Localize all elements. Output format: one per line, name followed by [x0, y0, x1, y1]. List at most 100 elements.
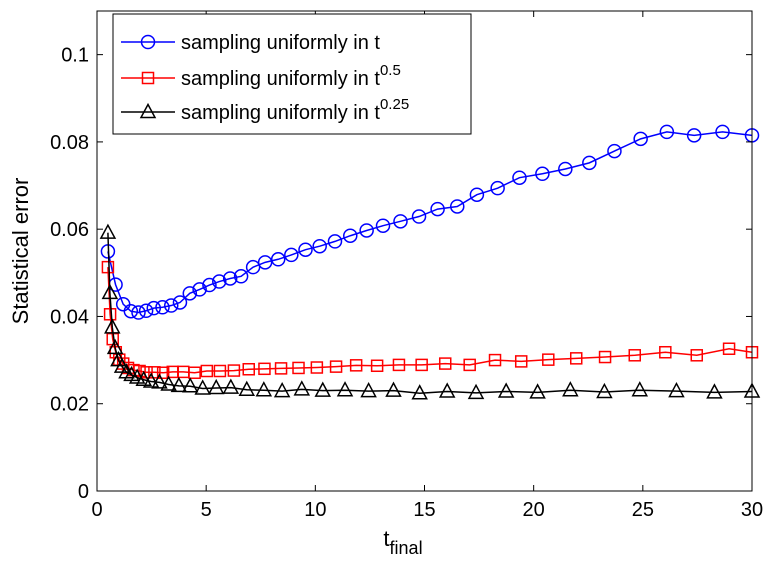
- data-point: [207, 378, 225, 395]
- series-layer: [99, 124, 761, 400]
- legend: sampling uniformly in t sampling uniforml…: [112, 13, 472, 135]
- data-point: [463, 358, 476, 372]
- data-point: [411, 384, 428, 400]
- series-triangle: [99, 223, 761, 400]
- data-point: [633, 131, 648, 147]
- data-point: [327, 234, 343, 249]
- data-point: [659, 124, 675, 140]
- data-point: [222, 271, 238, 286]
- data-point: [343, 228, 358, 243]
- y-tick-label: 0: [78, 481, 89, 503]
- data-point: [349, 359, 363, 372]
- data-point: [182, 286, 198, 301]
- data-point: [101, 260, 115, 274]
- data-point: [360, 381, 377, 398]
- data-point: [135, 370, 152, 386]
- data-point: [238, 380, 256, 397]
- data-point: [497, 382, 515, 398]
- data-point: [312, 238, 327, 254]
- data-point: [438, 357, 452, 370]
- data-point: [192, 282, 207, 297]
- data-point: [512, 170, 527, 185]
- x-tick-label: 5: [201, 499, 212, 521]
- legend-marker: [141, 71, 155, 85]
- data-point: [722, 342, 736, 355]
- legend-marker: [139, 102, 157, 119]
- data-point: [668, 381, 685, 398]
- data-point: [415, 358, 428, 372]
- data-point: [598, 350, 612, 364]
- data-point: [310, 361, 324, 374]
- data-point: [430, 201, 445, 217]
- data-point: [393, 214, 408, 229]
- data-point: [245, 259, 261, 275]
- data-point: [488, 353, 502, 367]
- y-tick-label: 0.1: [61, 45, 89, 67]
- data-point: [233, 269, 249, 284]
- legend-label: sampling uniformly in t: [181, 32, 380, 54]
- data-point: [284, 247, 299, 263]
- data-point: [257, 255, 273, 270]
- data-point: [258, 362, 271, 376]
- data-point: [562, 381, 579, 397]
- data-point: [146, 300, 162, 316]
- data-point: [213, 364, 227, 378]
- data-point: [104, 318, 121, 334]
- data-point: [163, 298, 179, 313]
- data-point: [490, 180, 505, 196]
- data-point: [181, 377, 199, 393]
- data-point: [202, 277, 217, 293]
- data-point: [99, 223, 117, 239]
- data-point: [469, 187, 485, 202]
- data-point: [227, 364, 241, 377]
- data-point: [212, 274, 227, 289]
- data-point: [242, 363, 255, 376]
- data-point: [138, 303, 154, 319]
- data-point: [292, 361, 305, 375]
- legend-item: sampling uniformly in t0.25: [121, 96, 409, 124]
- y-tick-label: 0.04: [50, 306, 89, 328]
- data-point: [582, 155, 597, 171]
- data-point: [155, 300, 170, 315]
- data-point: [194, 379, 211, 395]
- data-point: [375, 218, 391, 233]
- y-tick-label: 0.02: [50, 394, 89, 416]
- data-point: [255, 381, 273, 397]
- data-point: [535, 166, 550, 182]
- data-point: [450, 199, 465, 214]
- y-tick-label: 0.08: [50, 132, 89, 154]
- y-axis-label: Statistical error: [8, 178, 33, 325]
- data-point: [148, 366, 161, 379]
- data-point: [596, 382, 613, 399]
- data-point: [569, 352, 583, 365]
- data-point: [329, 360, 343, 373]
- series-circle: [100, 124, 760, 320]
- x-tick-label: 10: [304, 499, 326, 521]
- x-axis-label-subscript: final: [390, 538, 423, 558]
- data-point: [715, 124, 730, 140]
- tick-layer: 0 5 10 15 20 25 30 0 0.02 0.04 0.06 0.08 0.1: [50, 11, 763, 521]
- data-point: [106, 338, 124, 355]
- data-point: [438, 382, 456, 398]
- data-point: [392, 358, 406, 372]
- data-point: [558, 161, 573, 177]
- data-point: [270, 252, 286, 267]
- y-tick-label: 0.06: [50, 219, 89, 241]
- legend-label: sampling uniformly in t0.25: [181, 96, 409, 124]
- series-line: [107, 131, 753, 314]
- data-point: [631, 381, 649, 397]
- x-axis-label-base: t: [383, 526, 389, 551]
- data-point: [529, 383, 546, 399]
- x-tick-label: 20: [523, 499, 545, 521]
- data-point: [172, 295, 188, 310]
- legend-item: sampling uniformly in t0.5: [121, 62, 401, 90]
- data-point: [542, 353, 555, 366]
- data-point: [188, 366, 201, 379]
- data-point: [385, 381, 402, 397]
- data-point: [170, 376, 188, 393]
- legend-box: [112, 13, 472, 135]
- data-point: [131, 305, 146, 320]
- data-point: [103, 308, 117, 321]
- x-tick-label: 25: [632, 499, 654, 521]
